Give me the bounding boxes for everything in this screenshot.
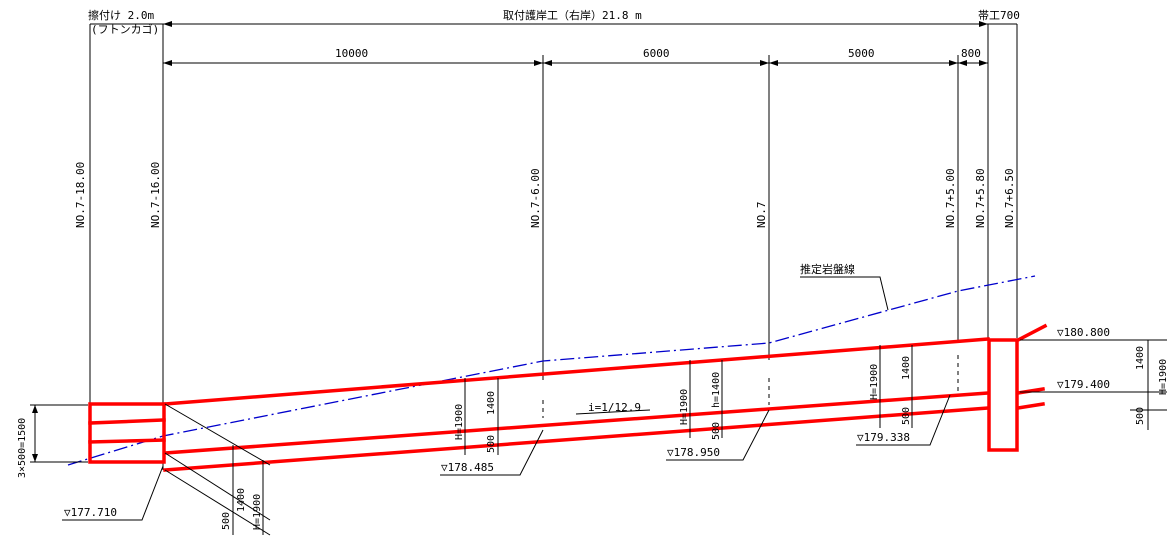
arrowhead xyxy=(958,60,967,66)
arrowhead xyxy=(32,454,38,462)
station-label: NO.7+5.80 xyxy=(974,168,987,228)
stack-dimension-label: 3×500=1500 xyxy=(17,418,28,478)
dimension-label: H=1900 xyxy=(1158,359,1167,395)
elevation-label: ▽178.950 xyxy=(667,446,720,459)
dimension-label: 500 xyxy=(711,422,722,440)
dimension-label: H=1900 xyxy=(679,389,690,425)
label-left-transition: 擦付け 2.0m xyxy=(88,8,154,22)
revetment-mid-line xyxy=(163,391,990,455)
span-label: 6000 xyxy=(643,47,670,60)
label-revetment-total: 取付護岸工（右岸）21.8 m xyxy=(503,8,642,22)
dimension-label: 500 xyxy=(901,407,912,425)
elevation-label: ▽180.800 xyxy=(1057,326,1110,339)
elevation-label: ▽179.338 xyxy=(857,431,910,444)
gabion-divider xyxy=(88,418,166,425)
dimension-label: h=1400 xyxy=(711,372,722,408)
revetment-top-line xyxy=(163,337,990,406)
elevation-label: ▽179.400 xyxy=(1057,378,1110,391)
arrowhead xyxy=(769,60,778,66)
span-label: 5000 xyxy=(848,47,875,60)
arrowhead xyxy=(163,60,172,66)
elevation-label: ▽178.485 xyxy=(441,461,494,474)
section-extension xyxy=(164,469,271,536)
station-label: NO.7+6.50 xyxy=(1003,168,1016,228)
bedrock-leader xyxy=(800,276,889,311)
slope-underline xyxy=(575,409,651,415)
downstream-top-line xyxy=(1015,323,1048,343)
station-label: NO.7 xyxy=(755,202,768,229)
section-extension xyxy=(164,403,271,466)
arrowhead xyxy=(760,60,769,66)
dimension-label: H=1900 xyxy=(252,494,263,530)
dimension-label: H=1900 xyxy=(454,404,465,440)
span-label: 800 xyxy=(961,47,981,60)
station-label: NO.7-16.00 xyxy=(149,162,162,228)
dimension-label: H=1900 xyxy=(869,364,880,400)
station-label: NO.7-18.00 xyxy=(74,162,87,228)
arrowhead xyxy=(543,60,552,66)
label-left-transition-type: (フトンカゴ) xyxy=(91,22,159,36)
arrowhead xyxy=(163,21,172,27)
label-band-work: 帯工700 xyxy=(978,9,1020,22)
arrowhead xyxy=(979,60,988,66)
dimension-label: 500 xyxy=(486,435,497,453)
elevation-leader xyxy=(440,429,544,476)
dimension-label: 1400 xyxy=(901,356,912,380)
dimension-label: 500 xyxy=(221,512,232,530)
arrowhead xyxy=(534,60,543,66)
dimension-label: 1400 xyxy=(1135,346,1146,370)
dimension-label: 500 xyxy=(1135,407,1146,425)
section-extension xyxy=(164,452,271,521)
span-label: 10000 xyxy=(335,47,368,60)
elevation-leader xyxy=(666,409,770,461)
revetment-bottom-line xyxy=(163,406,990,472)
dimension-label: 1400 xyxy=(236,488,247,512)
station-label: NO.7-6.00 xyxy=(529,168,542,228)
elevation-leader xyxy=(856,394,951,446)
dimension-label: 1400 xyxy=(486,391,497,415)
arrowhead xyxy=(949,60,958,66)
arrowhead xyxy=(32,405,38,413)
arrowhead xyxy=(979,21,988,27)
elevation-leader xyxy=(62,465,164,521)
elevation-label: ▽177.710 xyxy=(64,506,117,519)
band-work-block xyxy=(987,338,1019,452)
gabion-box xyxy=(88,402,166,464)
station-label: NO.7+5.00 xyxy=(944,168,957,228)
bedrock-label: 推定岩盤線 xyxy=(800,262,855,276)
gabion-divider xyxy=(88,438,166,444)
downstream-bottom-line xyxy=(1015,401,1046,411)
